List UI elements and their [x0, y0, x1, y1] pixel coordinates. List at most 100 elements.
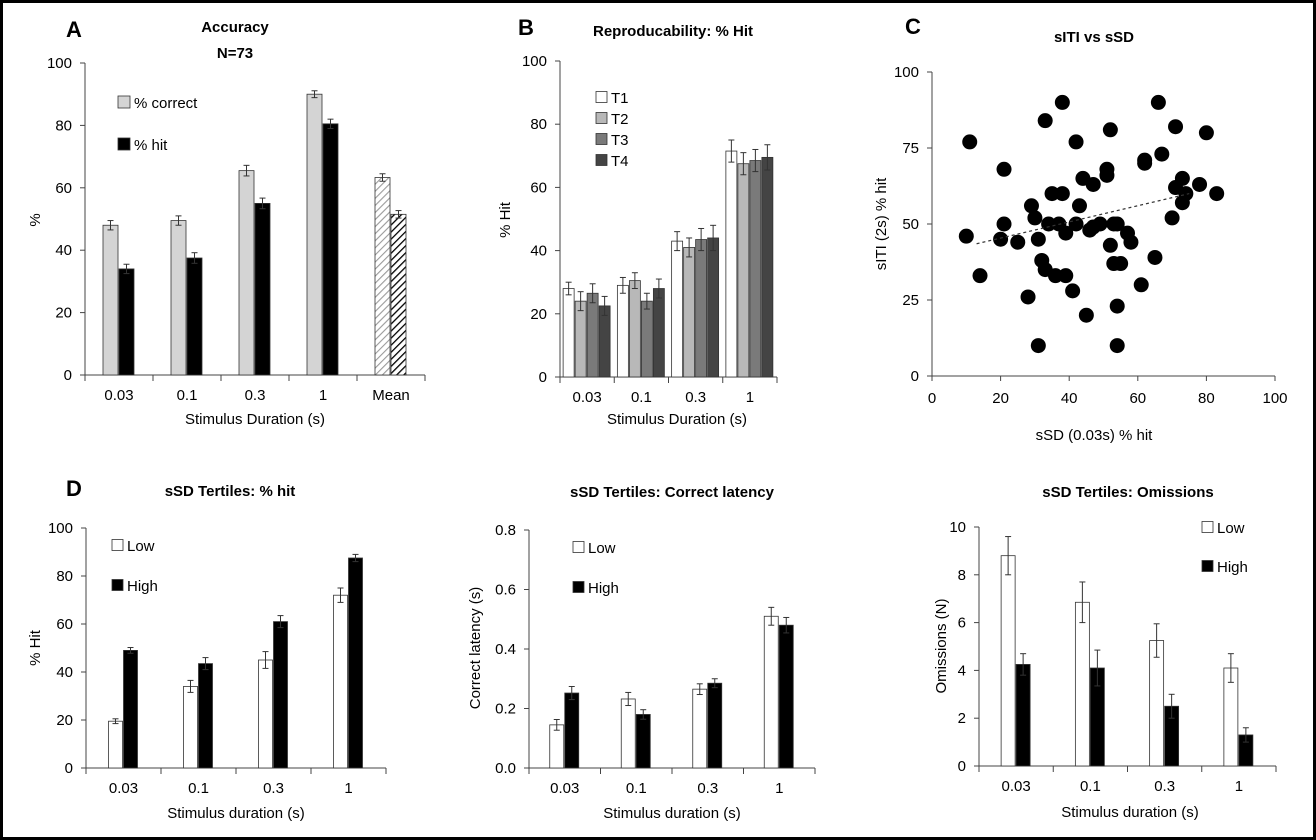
- legend-label: High: [588, 580, 619, 597]
- x-axis-title: Stimulus Duration (s): [607, 411, 747, 428]
- x-tick-label: 0.03: [104, 387, 133, 404]
- scatter-point: [1099, 167, 1115, 183]
- y-tick-label: 100: [522, 53, 547, 70]
- scatter-point: [1054, 186, 1070, 202]
- legend-swatch: [111, 579, 124, 591]
- y-axis-title: % Hit: [27, 629, 44, 666]
- x-tick-label: 0.03: [1002, 778, 1031, 795]
- x-tick-label: 0.03: [109, 780, 138, 797]
- y-tick-label: 8: [958, 567, 966, 584]
- bar-t4-0.03: [598, 305, 611, 378]
- scatter-point: [1010, 234, 1026, 250]
- x-axis-title: Stimulus Duration (s): [185, 411, 325, 428]
- scatter-point: [1164, 210, 1180, 226]
- scatter-point: [972, 268, 988, 284]
- bar-t1-0.1: [616, 284, 629, 378]
- scatter-point: [1085, 176, 1101, 192]
- x-tick-label: 0.3: [1154, 778, 1175, 795]
- scatter-point: [1044, 186, 1060, 202]
- x-tick-label: 0.3: [697, 780, 718, 797]
- scatter-point: [1147, 249, 1163, 265]
- legend-swatch: [595, 112, 608, 124]
- legend-swatch: [111, 539, 124, 551]
- panel-c: 0 25 50 75 100 0 20 40 60 80 100 C sITI vs sSD sSD (0…: [873, 14, 1288, 444]
- scatter-point: [1071, 198, 1087, 214]
- y-tick-label: 0: [911, 368, 919, 385]
- legend-swatch: [572, 541, 585, 553]
- x-tick-label: 80: [1198, 390, 1215, 407]
- bar-low-0.3: [258, 659, 273, 769]
- chart-title: Reproducability: % Hit: [593, 23, 753, 40]
- bar-high-0.1: [198, 663, 213, 769]
- bar-low-0.03: [1000, 555, 1016, 767]
- x-axis-title: Stimulus duration (s): [167, 805, 305, 822]
- y-tick-label: 75: [902, 140, 919, 157]
- scatter-point: [1209, 186, 1225, 202]
- bar-t2-0.03: [574, 300, 587, 378]
- panel-letter: C: [905, 14, 921, 39]
- bar-low-1: [333, 594, 348, 769]
- legend-label: High: [1217, 559, 1248, 576]
- bar-t4-0.3: [707, 237, 720, 378]
- scatter-point: [1037, 113, 1053, 129]
- bar-high-0.3: [707, 682, 723, 769]
- y-tick-label: 0.4: [495, 641, 516, 658]
- scatter-point: [1047, 268, 1063, 284]
- y-tick-label: 80: [55, 117, 72, 134]
- x-axis-title: Stimulus duration (s): [603, 805, 741, 822]
- bar-t3-0.03: [586, 292, 599, 378]
- scatter-point: [1168, 119, 1184, 135]
- bar-high-0.03: [564, 692, 580, 769]
- panel-letter: D: [66, 476, 82, 501]
- chart-title: sSD Tertiles: Omissions: [1042, 484, 1213, 501]
- bar--hit-0.03: [118, 268, 135, 376]
- scatter-point: [1065, 283, 1081, 299]
- y-tick-label: 0: [539, 369, 547, 386]
- bar-high-0.03: [1015, 664, 1031, 767]
- panel-d2: 0.0 0.2 0.4 0.6 0.8 0.03 0.1 0.3 1 Low High sSD Ter…: [467, 484, 816, 822]
- bar-t3-0.3: [695, 239, 708, 378]
- scatter-point: [1154, 146, 1170, 162]
- scatter-point: [1109, 298, 1125, 314]
- legend-label: Low: [127, 538, 155, 555]
- scatter-point: [1023, 198, 1039, 214]
- legend-swatch: [595, 133, 608, 145]
- y-tick-label: 0: [65, 760, 73, 777]
- scatter-point: [1030, 231, 1046, 247]
- scatter-point: [1058, 225, 1074, 241]
- scatter-point: [1027, 210, 1043, 226]
- legend-swatch: [595, 154, 608, 166]
- scatter-point: [1192, 176, 1208, 192]
- x-tick-label: 1: [746, 389, 754, 406]
- y-axis-title: %: [27, 213, 44, 226]
- bar--correct-1: [306, 93, 323, 376]
- y-tick-label: 2: [958, 710, 966, 727]
- y-tick-label: 100: [47, 55, 72, 72]
- x-tick-label: 60: [1129, 390, 1146, 407]
- scatter-point: [1113, 256, 1129, 272]
- bar-low-0.1: [1074, 601, 1090, 767]
- bar-t2-0.1: [628, 280, 641, 378]
- scatter-point: [1137, 155, 1153, 171]
- legend-label: % correct: [134, 95, 198, 112]
- y-tick-label: 40: [55, 242, 72, 259]
- panel-d3: 0 2 4 6 8 10 0.03 0.1 0.3 1 Low High sSD Tertiles: O…: [933, 484, 1277, 821]
- panel-letter: A: [66, 17, 82, 42]
- legend-swatch: [117, 137, 131, 151]
- y-tick-label: 20: [55, 305, 72, 322]
- x-tick-label: 0.3: [245, 387, 266, 404]
- scatter-point: [1030, 338, 1046, 354]
- scatter-point: [1178, 186, 1194, 202]
- bar--hit-1: [322, 123, 339, 376]
- y-axis-title: Correct latency (s): [467, 587, 484, 710]
- y-tick-label: 80: [530, 116, 547, 133]
- scatter-point: [1133, 277, 1149, 293]
- scatter-point: [1109, 338, 1125, 354]
- x-tick-label: 1: [775, 780, 783, 797]
- y-tick-label: 100: [48, 520, 73, 537]
- bar-t2-1: [737, 163, 750, 378]
- x-tick-label: 0.3: [685, 389, 706, 406]
- legend-label: High: [127, 578, 158, 595]
- bar--hit-Mean: [390, 213, 407, 376]
- x-tick-label: 0.3: [263, 780, 284, 797]
